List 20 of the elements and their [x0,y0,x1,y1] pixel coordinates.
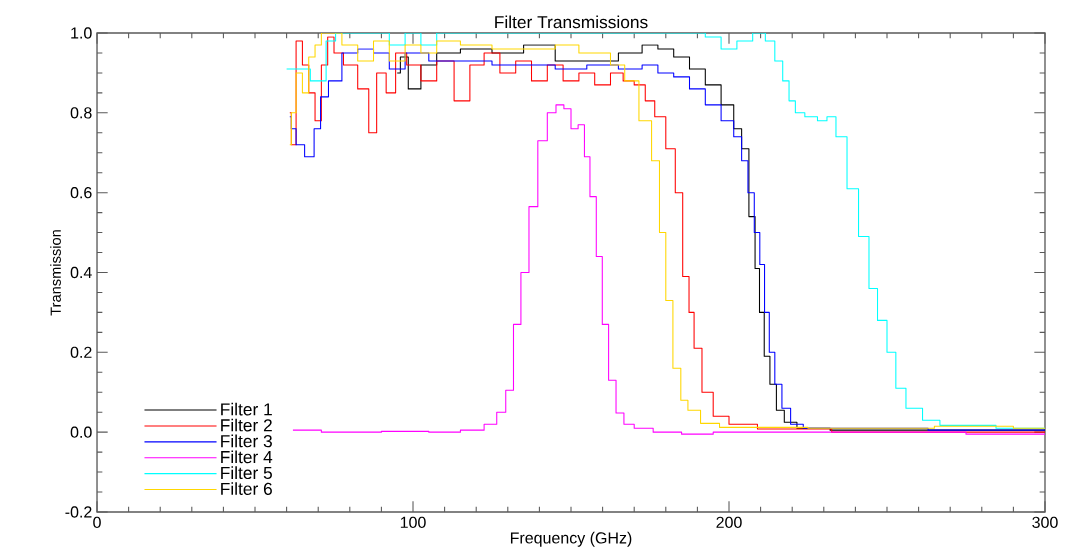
y-tick-label: 0.8 [70,107,92,119]
x-tick-label: 300 [1032,516,1058,529]
x-axis-title: Frequency (GHz) [510,531,632,547]
legend-label: Filter 4 [221,450,273,464]
legend-label: Filter 5 [221,466,272,480]
legend-label: Filter 2 [221,418,272,432]
legend-label: Filter 3 [221,434,272,448]
x-tick-label: 0 [93,516,101,529]
x-tick-label: 200 [716,516,742,529]
y-tick-label: 1.0 [71,27,92,39]
legend-label: Filter 6 [221,482,272,495]
y-tick-label: 0.0 [70,426,92,438]
y-tick-label: 0.6 [70,187,92,199]
y-axis-title: Transmission [50,230,61,316]
y-tick-label: 0.4 [70,266,92,279]
y-tick-label: -0.2 [65,506,92,518]
x-tick-label: 100 [400,516,426,529]
chart-title: Filter Transmissions [495,15,648,29]
legend-label: Filter 1 [221,402,272,416]
y-tick-label: 0.2 [70,346,92,358]
